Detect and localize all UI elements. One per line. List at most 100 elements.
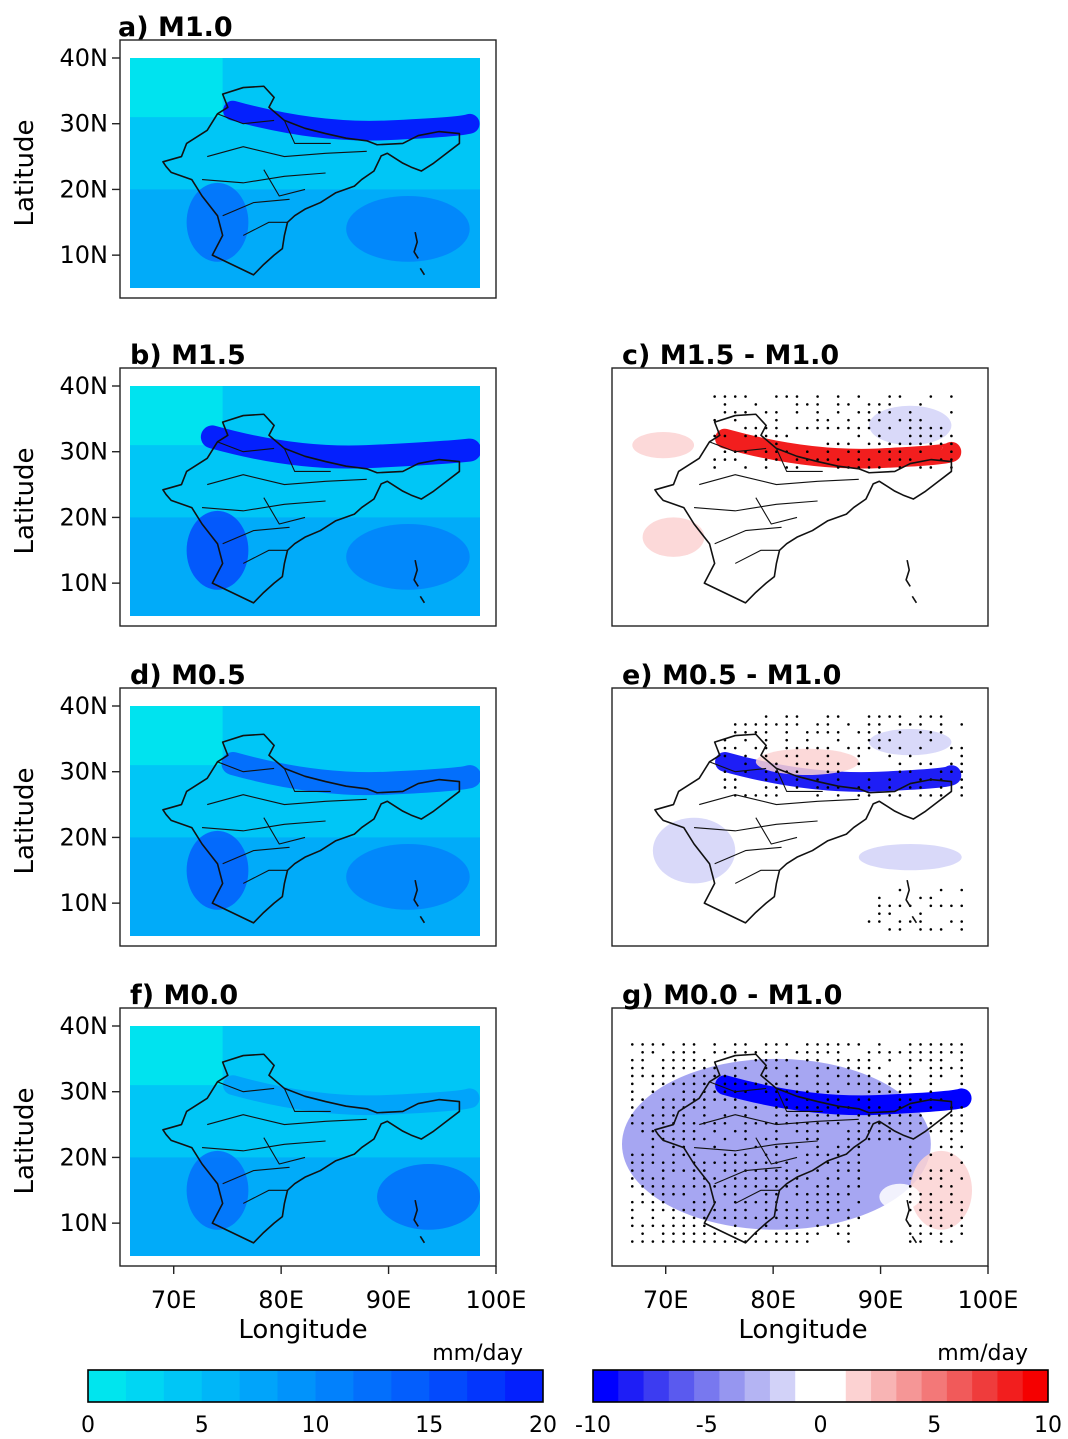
dot [785,1098,789,1101]
dot [754,434,758,438]
panel-b: b) M1.5 10N 20N 30N 40N Latitude [10,340,497,627]
dot [908,1161,912,1164]
dot [764,434,768,438]
dot [919,746,922,750]
dot [867,746,871,750]
dot [630,1058,634,1062]
dot [888,912,891,915]
dot [764,410,768,414]
dot [785,1058,789,1062]
dot [816,1153,819,1157]
dot [960,888,964,892]
dot [764,738,768,742]
dot [661,1240,665,1243]
dot [878,410,881,414]
dot [919,1232,922,1235]
dot [919,912,922,915]
dot [960,794,964,797]
dot [867,723,871,726]
dot [713,1232,716,1235]
dot [826,723,830,726]
dot [744,738,747,742]
dot [826,442,830,446]
dot [929,904,933,908]
dot [857,450,861,454]
dot [816,1074,819,1078]
dot [826,754,830,758]
colorbar-swatch [795,1370,821,1402]
dot [867,1114,871,1117]
dot [847,1208,850,1212]
dot [898,1121,902,1125]
colorbar-tick-label: -5 [696,1413,718,1438]
dot [651,1145,655,1149]
dot [960,1145,964,1149]
dot [692,1153,696,1157]
dot [960,1177,964,1180]
field-blob-1 [186,830,249,910]
dot [867,1098,871,1101]
panel-title: f) M0.0 [130,980,238,1011]
dot [775,723,778,726]
dot [682,1240,686,1243]
dot [857,434,861,438]
dot [939,1185,943,1188]
dot [919,1200,922,1204]
dot [847,403,850,406]
dot [703,1161,706,1164]
dot [826,1153,830,1157]
dot [857,730,861,734]
dot [847,1216,850,1220]
dot [878,896,881,900]
field-blob-2 [642,517,705,557]
dot [898,770,902,774]
dot [939,1232,943,1235]
dot [651,1050,655,1054]
dot [754,1121,758,1125]
dot [939,888,943,892]
dot [785,1161,789,1164]
dot [939,1074,943,1078]
dot [805,426,809,430]
dot [795,1145,799,1149]
field-blob-1 [186,510,249,590]
dot [785,1240,789,1243]
dot [857,458,861,461]
dot [888,1058,891,1062]
dot [795,403,799,406]
dot [723,1169,727,1172]
colorbar-swatch [505,1370,544,1402]
dot [630,1240,634,1243]
dot [630,1043,634,1046]
dot [950,1192,953,1196]
dot [785,466,789,469]
significance-dots [713,395,953,469]
dot [950,1224,953,1228]
dot [960,1129,964,1133]
dot [795,1224,799,1228]
dot [651,1082,655,1086]
dot [898,723,902,726]
dot [682,1043,686,1046]
dot [816,1082,819,1086]
dot [857,1169,861,1172]
y-axis-label: Latitude [10,447,40,554]
colorbar-swatch [769,1370,796,1402]
dot [950,1145,953,1149]
dot [795,1232,799,1235]
dot [805,1129,809,1133]
dot [682,1098,686,1101]
dot [641,1050,644,1054]
dot [764,1090,768,1094]
dot [713,1240,716,1243]
dot [630,1216,634,1220]
dot [672,1114,675,1117]
dot [723,1208,727,1212]
dot [847,418,850,422]
dot [733,1043,737,1046]
dot [703,1216,706,1220]
dot [775,410,778,414]
dot [733,746,737,750]
dot [919,723,922,726]
dot [950,1200,953,1204]
